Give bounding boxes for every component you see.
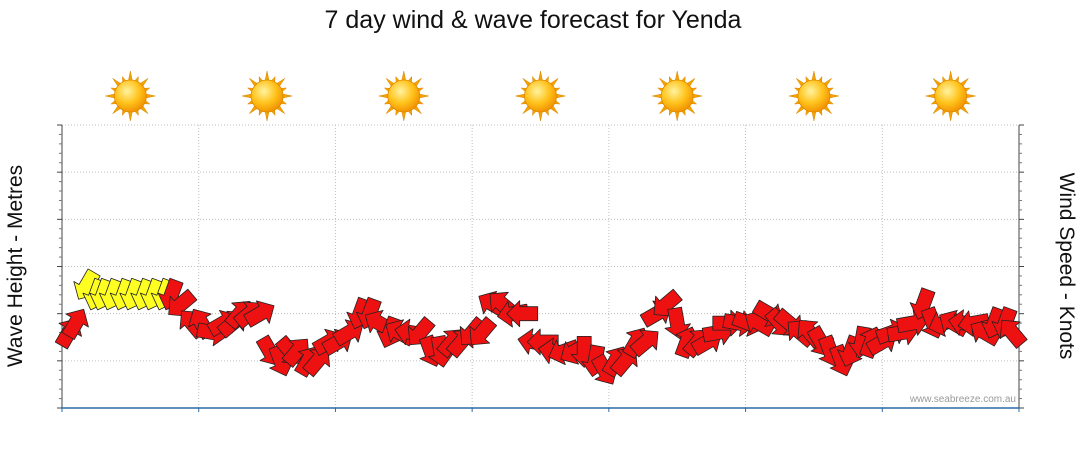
wind-series bbox=[54, 268, 1028, 385]
grid bbox=[62, 124, 1019, 408]
sun-disc bbox=[113, 79, 147, 113]
wind-arrow bbox=[506, 300, 539, 328]
wind-arrow bbox=[243, 300, 275, 328]
wind-arrow bbox=[629, 329, 659, 358]
sun-icon bbox=[652, 70, 703, 122]
sun-disc bbox=[250, 79, 284, 113]
sun-disc bbox=[934, 79, 968, 113]
sun-disc bbox=[387, 79, 421, 113]
wind-arrow bbox=[469, 316, 498, 346]
axes bbox=[57, 124, 1024, 412]
wind-arrow bbox=[281, 338, 310, 368]
left-axis-label: Wave Height - Metres bbox=[4, 165, 27, 367]
right-axis-label: Wind Speed - Knots bbox=[1055, 173, 1078, 360]
weather-row bbox=[105, 70, 976, 122]
wind-arrow bbox=[999, 319, 1028, 349]
sun-disc bbox=[524, 79, 557, 113]
sun-icon bbox=[925, 70, 976, 122]
sun-disc bbox=[660, 79, 694, 113]
sun-icon bbox=[105, 70, 156, 122]
sun-icon bbox=[515, 70, 566, 122]
wind-arrow bbox=[302, 348, 330, 378]
sun-icon bbox=[242, 70, 293, 122]
sun-icon bbox=[788, 70, 839, 122]
sun-icon bbox=[378, 70, 429, 122]
sun-disc bbox=[797, 79, 831, 113]
chart-title: 7 day wind & wave forecast for Yenda bbox=[325, 6, 742, 34]
wind-arrow bbox=[61, 308, 89, 340]
watermark: www.seabreeze.com.au bbox=[909, 394, 1016, 405]
